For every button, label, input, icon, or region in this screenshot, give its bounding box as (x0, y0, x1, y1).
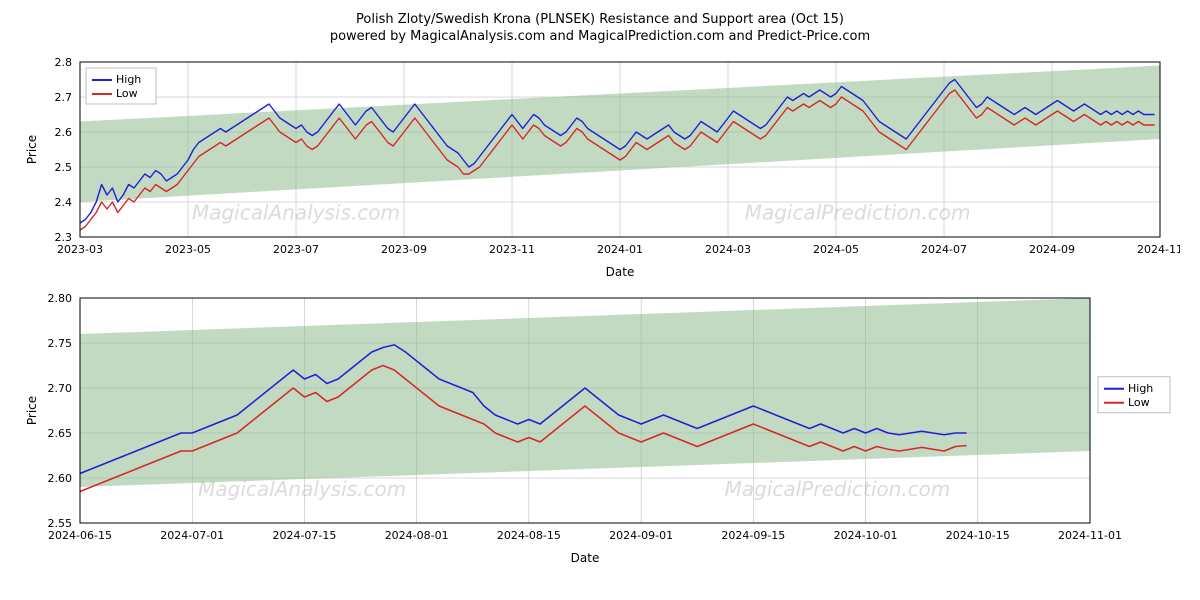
svg-text:2024-10-15: 2024-10-15 (946, 529, 1010, 542)
svg-text:2024-06-15: 2024-06-15 (48, 529, 112, 542)
svg-text:2.65: 2.65 (48, 427, 73, 440)
svg-text:2.6: 2.6 (55, 126, 73, 139)
svg-text:2024-11: 2024-11 (1137, 243, 1180, 256)
svg-text:2024-08-15: 2024-08-15 (497, 529, 561, 542)
svg-text:Low: Low (1128, 396, 1150, 409)
svg-text:2024-07-15: 2024-07-15 (272, 529, 336, 542)
svg-text:2.60: 2.60 (48, 472, 73, 485)
svg-text:Low: Low (116, 87, 138, 100)
svg-text:2.4: 2.4 (55, 196, 73, 209)
svg-text:2024-09-01: 2024-09-01 (609, 529, 673, 542)
svg-text:2024-10-01: 2024-10-01 (834, 529, 898, 542)
svg-text:Price: Price (25, 396, 39, 425)
svg-text:2024-08-01: 2024-08-01 (385, 529, 449, 542)
svg-text:2024-11-01: 2024-11-01 (1058, 529, 1122, 542)
svg-text:2024-09: 2024-09 (1029, 243, 1075, 256)
svg-text:2024-07-01: 2024-07-01 (160, 529, 224, 542)
svg-text:2023-05: 2023-05 (165, 243, 211, 256)
svg-text:2.70: 2.70 (48, 382, 73, 395)
chart-2-container: 2.552.602.652.702.752.802024-06-152024-0… (20, 288, 1180, 568)
svg-text:2023-11: 2023-11 (489, 243, 535, 256)
svg-text:2.7: 2.7 (55, 91, 73, 104)
svg-text:Date: Date (606, 265, 635, 279)
svg-text:MagicalAnalysis.com: MagicalAnalysis.com (192, 201, 400, 225)
svg-text:2024-05: 2024-05 (813, 243, 859, 256)
svg-text:Price: Price (25, 135, 39, 164)
svg-text:2.5: 2.5 (55, 161, 73, 174)
svg-text:MagicalPrediction.com: MagicalPrediction.com (725, 477, 951, 501)
svg-text:High: High (1128, 382, 1153, 395)
svg-text:2023-09: 2023-09 (381, 243, 427, 256)
svg-text:2024-03: 2024-03 (705, 243, 751, 256)
svg-text:Date: Date (571, 551, 600, 565)
svg-text:2024-07: 2024-07 (921, 243, 967, 256)
chart-2: 2.552.602.652.702.752.802024-06-152024-0… (20, 288, 1180, 568)
chart-1: 2.32.42.52.62.72.82023-032023-052023-072… (20, 52, 1180, 282)
svg-text:2024-01: 2024-01 (597, 243, 643, 256)
page-subtitle: powered by MagicalAnalysis.com and Magic… (20, 29, 1180, 44)
svg-text:2.80: 2.80 (48, 292, 73, 305)
svg-text:2024-09-15: 2024-09-15 (721, 529, 785, 542)
svg-text:MagicalPrediction.com: MagicalPrediction.com (745, 201, 971, 225)
svg-text:2023-07: 2023-07 (273, 243, 319, 256)
svg-text:2.75: 2.75 (48, 337, 73, 350)
page-title: Polish Zloty/Swedish Krona (PLNSEK) Resi… (20, 12, 1180, 27)
chart-1-container: 2.32.42.52.62.72.82023-032023-052023-072… (20, 52, 1180, 282)
svg-text:2023-03: 2023-03 (57, 243, 103, 256)
svg-text:2.8: 2.8 (55, 56, 73, 69)
svg-text:High: High (116, 73, 141, 86)
